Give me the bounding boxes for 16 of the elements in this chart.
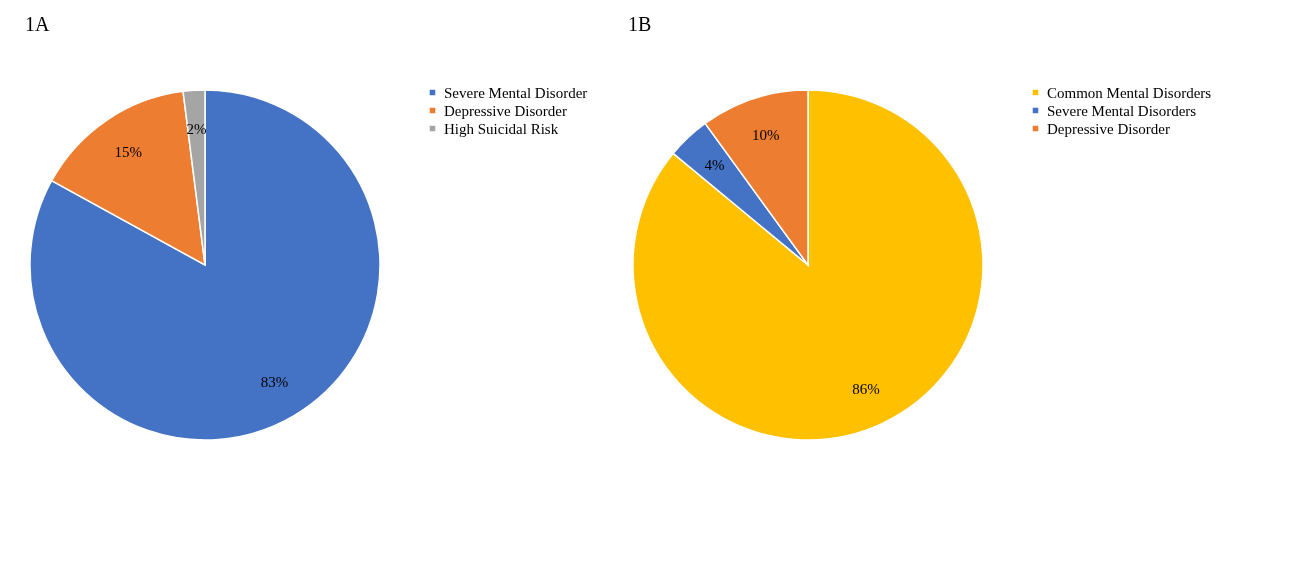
legend-label: Depressive Disorder [444,102,567,119]
data-label: 83% [260,374,289,391]
data-label: 15% [114,144,143,161]
pie-slice [29,89,381,441]
data-label: 2% [186,120,207,137]
legend-label: Severe Mental Disorder [444,84,588,101]
legend-label: Common Mental Disorders [1047,84,1212,101]
pie-slice [632,89,984,441]
data-label: 10% [752,127,780,144]
legend-label: Depressive Disorder [1047,120,1170,137]
legend-label: High Suicidal Risk [444,120,559,137]
chart-title: 1B [628,13,652,35]
data-label: 4% [704,157,725,174]
legend-label: Severe Mental Disorders [1047,102,1197,119]
data-label: 86% [852,380,880,397]
chart-title: 1A [25,13,50,35]
